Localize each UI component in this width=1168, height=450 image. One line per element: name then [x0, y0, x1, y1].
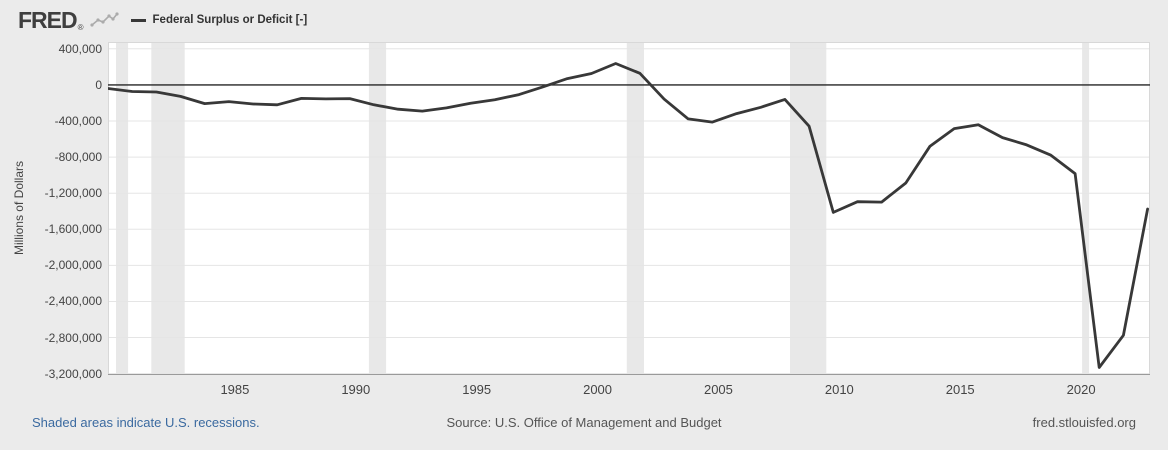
- chart-footer: Shaded areas indicate U.S. recessions. S…: [0, 415, 1168, 435]
- recession-band: [626, 42, 644, 375]
- y-axis-tick-label: 0: [95, 77, 102, 92]
- fred-logo-text: FRED: [18, 6, 78, 33]
- y-axis-tick-label: -2,000,000: [44, 258, 102, 273]
- fred-logo-sparkline-icon: [89, 12, 119, 27]
- x-axis-tick-label: 2010: [824, 382, 854, 397]
- recession-band: [790, 42, 827, 375]
- series-color-swatch: [130, 18, 146, 22]
- fred-site-link[interactable]: fred.stlouisfed.org: [1032, 415, 1136, 430]
- x-axis-tick-label: 1995: [462, 382, 492, 397]
- recession-note-link[interactable]: Shaded areas indicate U.S. recessions.: [32, 415, 260, 430]
- x-axis-tick-label: 2000: [583, 382, 613, 397]
- y-axis-tick-label: 400,000: [58, 41, 102, 56]
- recession-band: [1082, 42, 1090, 375]
- x-axis-tick-label: 1990: [341, 382, 371, 397]
- recession-band: [368, 42, 387, 375]
- chart-canvas[interactable]: [108, 42, 1150, 375]
- recession-band: [116, 42, 129, 375]
- y-axis-title: Millions of Dollars: [12, 42, 26, 375]
- y-axis-tick-label: -800,000: [54, 150, 102, 165]
- series-legend: Federal Surplus or Deficit [-]: [130, 14, 308, 26]
- chart-header: FRED ® Federal Surplus or Deficit [-]: [0, 0, 1168, 40]
- series-line[interactable]: [108, 62, 1149, 369]
- y-axis-tick-label: -1,600,000: [44, 222, 102, 237]
- y-axis-tick-label: -400,000: [54, 113, 102, 128]
- x-axis-tick-label: 2015: [945, 382, 975, 397]
- x-axis-tick-label: 2005: [703, 382, 733, 397]
- series-legend-label: Federal Surplus or Deficit [-]: [152, 14, 308, 26]
- y-axis-tick-label: -2,800,000: [44, 330, 102, 345]
- registered-trademark-mark: ®: [77, 22, 84, 32]
- y-axis-tick-label: -3,200,000: [44, 366, 102, 381]
- x-axis-tick-label: 2020: [1066, 382, 1096, 397]
- fred-logo[interactable]: FRED ®: [18, 7, 119, 34]
- y-axis-title-text: Millions of Dollars: [12, 161, 26, 256]
- y-axis-tick-label: -1,200,000: [44, 186, 102, 201]
- y-axis-tick-label: -2,400,000: [44, 294, 102, 309]
- chart-plot-area[interactable]: [108, 42, 1150, 375]
- x-axis-tick-label: 1985: [220, 382, 250, 397]
- source-text: Source: U.S. Office of Management and Bu…: [446, 415, 722, 430]
